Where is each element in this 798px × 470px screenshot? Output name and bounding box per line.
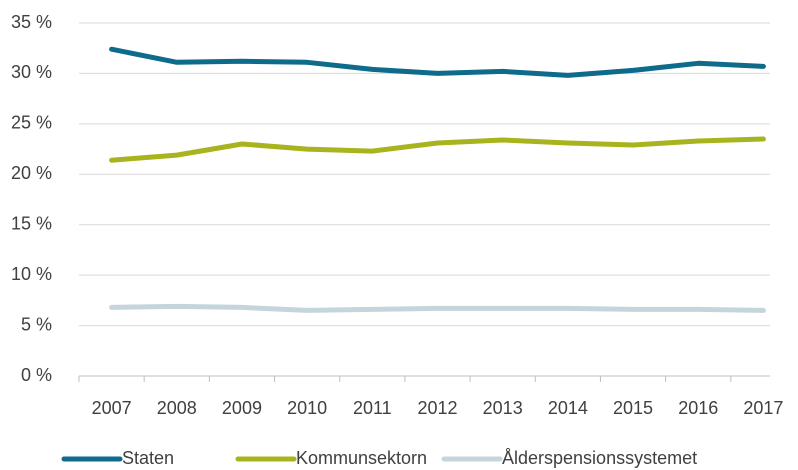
legend-label: Ålderspensionssystemet — [502, 448, 697, 468]
y-tick-label: 30 % — [11, 62, 52, 82]
legend-label: Kommunsektorn — [296, 448, 427, 468]
y-tick-label: 10 % — [11, 264, 52, 284]
x-tick-label: 2009 — [222, 398, 262, 418]
line-series — [109, 46, 766, 78]
x-tick-label: 2013 — [483, 398, 523, 418]
y-tick-label: 5 % — [21, 314, 52, 334]
x-tick-label: 2010 — [287, 398, 327, 418]
x-tick-label: 2011 — [353, 398, 392, 418]
y-tick-label: 15 % — [11, 213, 52, 233]
line-series — [109, 136, 766, 163]
line-series — [109, 303, 766, 313]
y-tick-label: 0 % — [21, 365, 52, 385]
x-tick-label: 2007 — [92, 398, 132, 418]
x-tick-label: 2015 — [613, 398, 653, 418]
y-tick-label: 35 % — [11, 12, 52, 32]
x-tick-label: 2017 — [743, 398, 783, 418]
y-tick-label: 20 % — [11, 163, 52, 183]
x-tick-label: 2014 — [548, 398, 588, 418]
x-tick-label: 2008 — [157, 398, 197, 418]
y-tick-label: 25 % — [11, 113, 52, 133]
legend-label: Staten — [122, 448, 174, 468]
x-tick-label: 2012 — [417, 398, 457, 418]
x-tick-label: 2016 — [678, 398, 718, 418]
